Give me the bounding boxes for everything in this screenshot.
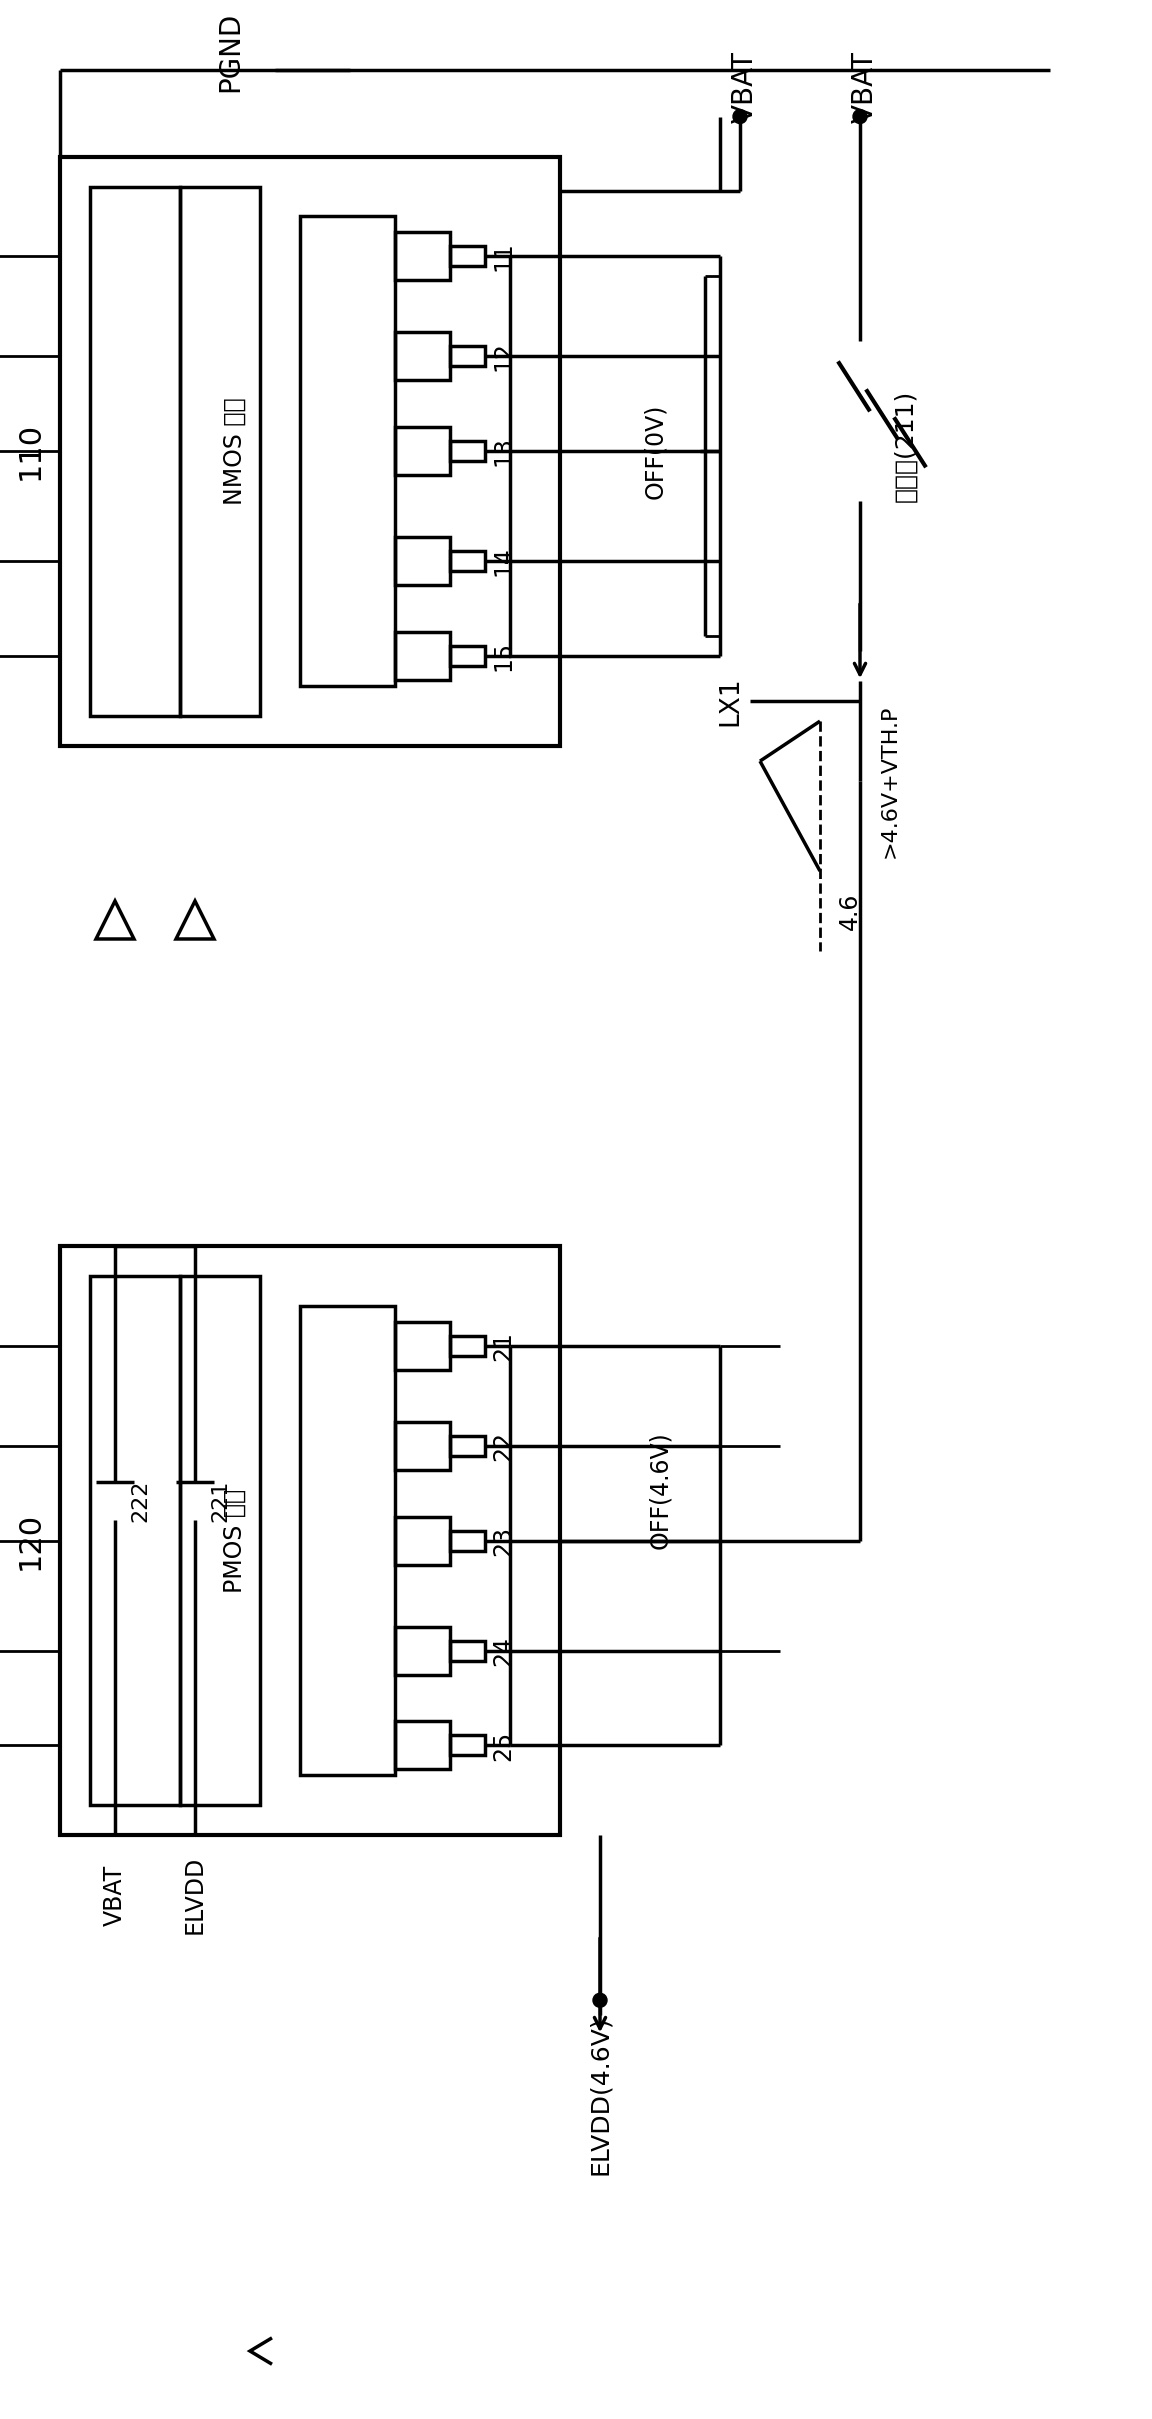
Text: 14: 14 [491,547,515,576]
Text: 222: 222 [130,1480,150,1522]
Bar [180,186,260,716]
Bar [395,537,450,585]
Text: 24: 24 [491,1635,515,1667]
Circle shape [593,1993,607,2008]
Text: ELVDD: ELVDD [183,1855,207,1935]
Text: 110: 110 [15,423,45,481]
Text: LX1: LX1 [717,677,743,726]
Text: OFF(0V): OFF(0V) [643,404,667,498]
Text: >4.6V+VTH.P: >4.6V+VTH.P [880,704,900,859]
Bar [395,631,450,680]
Text: 13: 13 [491,435,515,467]
Text: ELVDD(4.6V): ELVDD(4.6V) [588,2015,612,2175]
Bar [395,1722,450,1768]
Text: OFF(4.6V): OFF(4.6V) [647,1432,672,1551]
Bar [395,1626,450,1674]
Bar [450,1640,485,1659]
Bar [395,1517,450,1565]
Text: VBAT: VBAT [851,51,879,123]
Bar [395,232,450,281]
Text: 11: 11 [491,242,515,271]
Bar [395,428,450,474]
Text: PMOS 开关: PMOS 开关 [223,1488,247,1592]
Bar [180,1275,260,1805]
Circle shape [852,109,867,123]
Text: 12: 12 [491,341,515,373]
Text: 4.6: 4.6 [838,893,862,929]
Text: VBAT: VBAT [732,51,759,123]
Text: 221: 221 [210,1480,230,1522]
Text: VBAT: VBAT [103,1865,127,1926]
Bar [395,1321,450,1369]
Bar [90,186,180,716]
Bar [450,346,485,365]
Text: PGND: PGND [217,12,244,92]
Bar [450,1734,485,1756]
Text: 15: 15 [491,641,515,670]
Text: 25: 25 [491,1730,515,1761]
Bar [450,646,485,665]
Text: 21: 21 [491,1330,515,1359]
Text: 23: 23 [491,1526,515,1555]
Bar [450,1434,485,1456]
Circle shape [733,109,746,123]
Bar [450,1335,485,1355]
Bar [450,440,485,462]
Bar [450,552,485,571]
Text: 120: 120 [15,1512,45,1570]
Bar [450,247,485,266]
Bar [300,1306,395,1776]
Bar [395,1422,450,1471]
Bar [90,1275,180,1805]
Text: 22: 22 [491,1430,515,1461]
Text: 电容器(211): 电容器(211) [893,389,917,503]
Bar [60,157,560,745]
Text: NMOS 开关: NMOS 开关 [223,397,247,506]
Bar [60,1246,560,1836]
Bar [395,331,450,380]
Bar [300,215,395,687]
Bar [450,1531,485,1551]
